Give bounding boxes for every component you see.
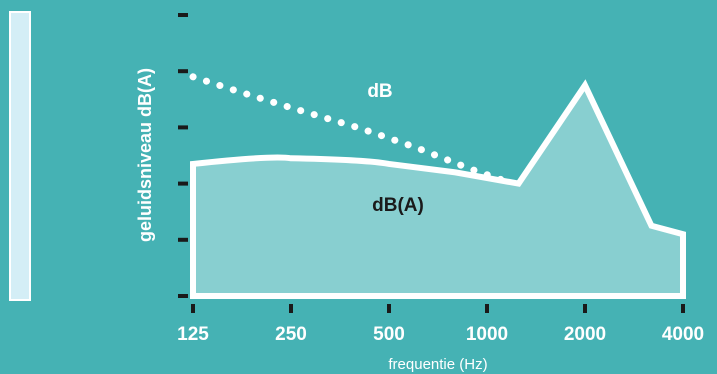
dba-area xyxy=(190,79,686,299)
y-tick xyxy=(178,125,188,130)
db-annotation: dB xyxy=(367,81,392,102)
x-tick xyxy=(191,304,195,313)
y-axis-label: geluidsniveau dB(A) xyxy=(135,68,155,242)
x-tick-label: 4000 xyxy=(662,324,704,345)
level-indicator-bar xyxy=(9,11,31,301)
y-tick xyxy=(178,69,188,74)
x-tick-label: 125 xyxy=(177,324,209,345)
x-tick-label: 1000 xyxy=(466,324,508,345)
db-dotted-line xyxy=(189,73,517,188)
x-tick-label: 250 xyxy=(275,324,307,345)
dba-annotation: dB(A) xyxy=(372,195,424,216)
x-tick-label: 2000 xyxy=(564,324,606,345)
x-tick xyxy=(387,304,391,313)
y-tick xyxy=(178,181,188,186)
x-tick xyxy=(583,304,587,313)
y-tick xyxy=(178,13,188,17)
x-tick-label: 500 xyxy=(373,324,405,345)
y-tick xyxy=(178,237,188,242)
x-tick xyxy=(485,304,489,313)
x-axis-label: frequentie (Hz) xyxy=(388,356,487,373)
x-tick xyxy=(289,304,293,313)
y-tick xyxy=(178,294,188,298)
x-tick xyxy=(681,304,685,313)
